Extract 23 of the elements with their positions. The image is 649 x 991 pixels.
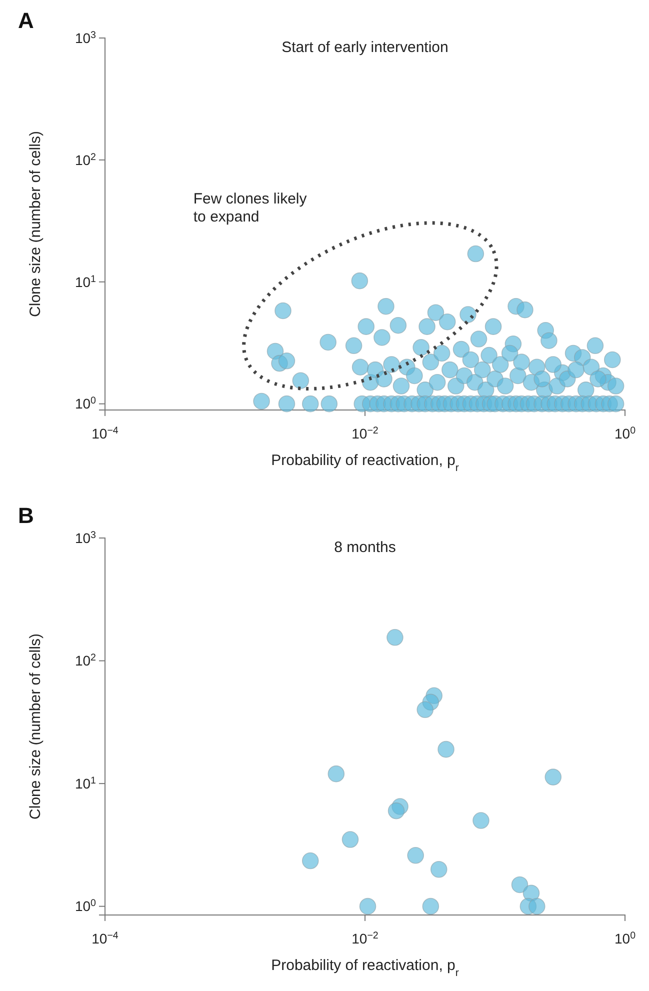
x-tick-label: 10$^{−2}$ xyxy=(352,425,378,442)
text: B xyxy=(18,503,34,528)
y-tick-label: 10$^{0}$ xyxy=(74,898,97,914)
chart-title: Start of early intervention xyxy=(282,39,448,56)
y-axis-title: Clone size (number of cells) xyxy=(27,131,44,317)
x-tick-label: 10$^{0}$ xyxy=(614,930,636,947)
x-axis-title: Probability of reactivation, p$_{r}$ xyxy=(271,957,460,979)
text: A xyxy=(18,8,34,33)
chart-title: 8 months xyxy=(334,539,396,556)
y-tick-label: 10$^{2}$ xyxy=(74,151,96,168)
y-tick-label: 10$^{3}$ xyxy=(74,529,97,546)
y-tick-label: 10$^{3}$ xyxy=(74,29,97,46)
x-axis-title: Probability of reactivation, p$_{r}$ xyxy=(271,452,460,474)
y-tick-label: 10$^{2}$ xyxy=(74,652,96,669)
y-axis-title: Clone size (number of cells) xyxy=(27,634,44,820)
x-tick-label: 10$^{−2}$ xyxy=(352,930,378,947)
y-tick-label: 10$^{1}$ xyxy=(74,774,96,792)
annotation: Few clones likely to expand xyxy=(193,190,308,226)
y-tick-label: 10$^{0}$ xyxy=(74,395,97,412)
x-tick-label: 10$^{−4}$ xyxy=(92,425,119,442)
x-tick-label: 10$^{0}$ xyxy=(614,425,636,442)
y-tick-label: 10$^{1}$ xyxy=(74,273,96,290)
x-tick-label: 10$^{−4}$ xyxy=(92,930,119,947)
